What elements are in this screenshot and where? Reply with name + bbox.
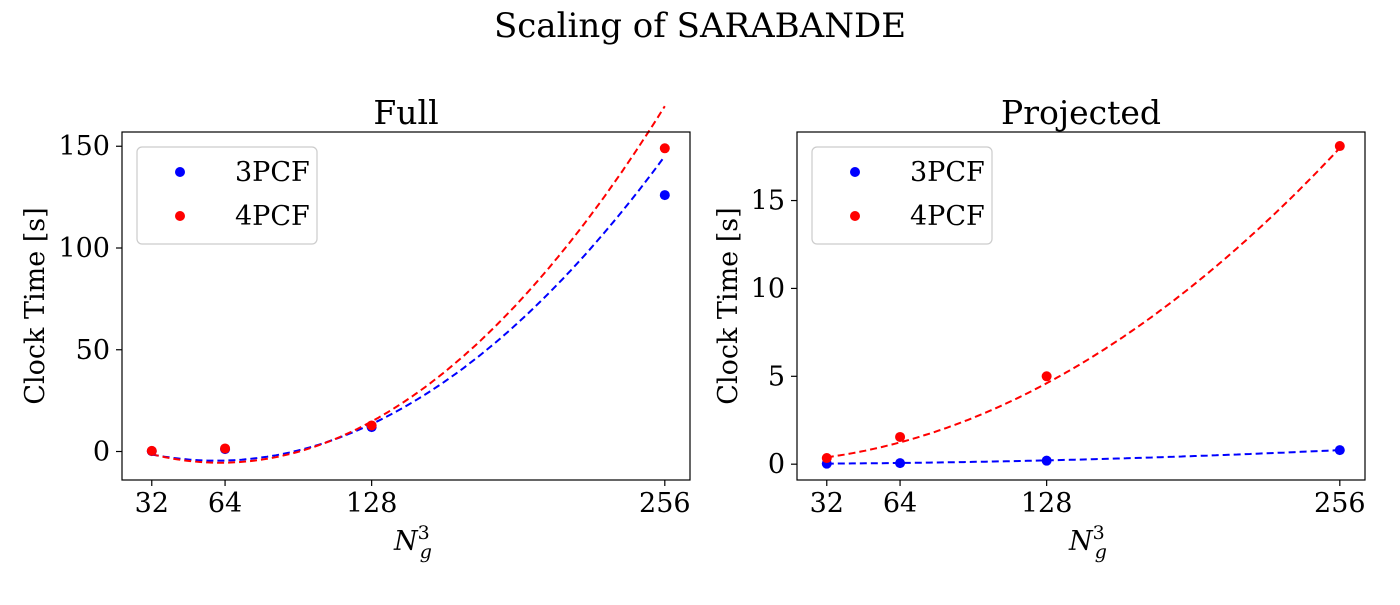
chart-1-point-4pcf: [146, 445, 157, 456]
chart-2-xtick-label: 32: [810, 488, 844, 519]
chart-1-title: Full: [373, 93, 438, 132]
chart-2-xtick-label: 64: [883, 488, 917, 519]
chart-1-ytick-label: 50: [76, 335, 110, 366]
chart-1-point-4pcf: [220, 443, 231, 454]
chart-2-point-3pcf: [1334, 445, 1345, 456]
chart-2-legend-marker-3pcf: [850, 167, 860, 177]
chart-2-ytick-label: 0: [768, 449, 785, 480]
chart-1-legend-marker-4pcf: [175, 211, 185, 221]
chart-1-xtick-label: 32: [135, 488, 169, 519]
panel-full: Full 32 64 128 256 0 50 100 150 N3 g Clock Time [s]…: [20, 93, 691, 563]
chart-2-point-3pcf: [895, 458, 906, 469]
chart-2-point-3pcf: [1041, 455, 1052, 466]
chart-2-legend-label-4pcf: 4PCF: [910, 201, 985, 232]
chart-1-legend: 3PCF 4PCF: [136, 146, 318, 245]
chart-1-ytick-label: 100: [58, 233, 110, 264]
chart-2-point-4pcf: [1041, 371, 1052, 382]
chart-2-ytick-label: 15: [751, 186, 785, 217]
chart-2-xtick-label: 256: [1314, 488, 1366, 519]
chart-2-legend-marker-4pcf: [850, 211, 860, 221]
chart-2-point-4pcf: [1334, 141, 1345, 152]
chart-2-xtick-label: 128: [1021, 488, 1073, 519]
chart-2-ylabel: Clock Time [s]: [713, 207, 744, 404]
chart-1-fit-4pcf: [151, 105, 666, 464]
chart-1-ytick-label: 0: [93, 437, 110, 468]
chart-1-ytick-label: 150: [58, 131, 110, 162]
chart-2-fit-4pcf: [826, 147, 1341, 459]
chart-2-ytick-label: 10: [751, 273, 785, 304]
chart-2-xlabel: N3 g: [1068, 522, 1107, 563]
chart-1-xtick-label: 128: [346, 488, 398, 519]
chart-1-point-4pcf: [659, 143, 670, 154]
chart-2-point-4pcf: [821, 453, 832, 464]
chart-1-xlabel: N3 g: [393, 522, 432, 563]
panel-projected: Projected 32 64 128 256 0 5 10 15 N3 g Clock Time […: [713, 93, 1366, 563]
chart-1-ylabel: Clock Time [s]: [20, 207, 51, 404]
chart-2-title: Projected: [1001, 93, 1161, 132]
chart-1-legend-marker-3pcf: [175, 167, 185, 177]
chart-1-xtick-label: 256: [639, 488, 691, 519]
chart-1-point-4pcf: [366, 420, 377, 431]
chart-2-axes: [796, 131, 1366, 481]
chart-2-legend-label-3pcf: 3PCF: [910, 157, 985, 188]
chart-1-xtick-label: 64: [208, 488, 242, 519]
chart-2-fit-3pcf: [826, 449, 1340, 465]
chart-2-legend: 3PCF 4PCF: [811, 146, 993, 245]
chart-1-axes: [121, 131, 691, 481]
chart-1-fit-3pcf: [151, 155, 666, 462]
chart-2-point-4pcf: [895, 431, 906, 442]
chart-1-legend-label-4pcf: 4PCF: [235, 201, 310, 232]
chart-1-point-3pcf: [659, 190, 670, 201]
figure-title: Scaling of SARABANDE: [494, 6, 906, 46]
chart-1-legend-label-3pcf: 3PCF: [235, 157, 310, 188]
chart-2-ytick-label: 5: [768, 361, 785, 392]
